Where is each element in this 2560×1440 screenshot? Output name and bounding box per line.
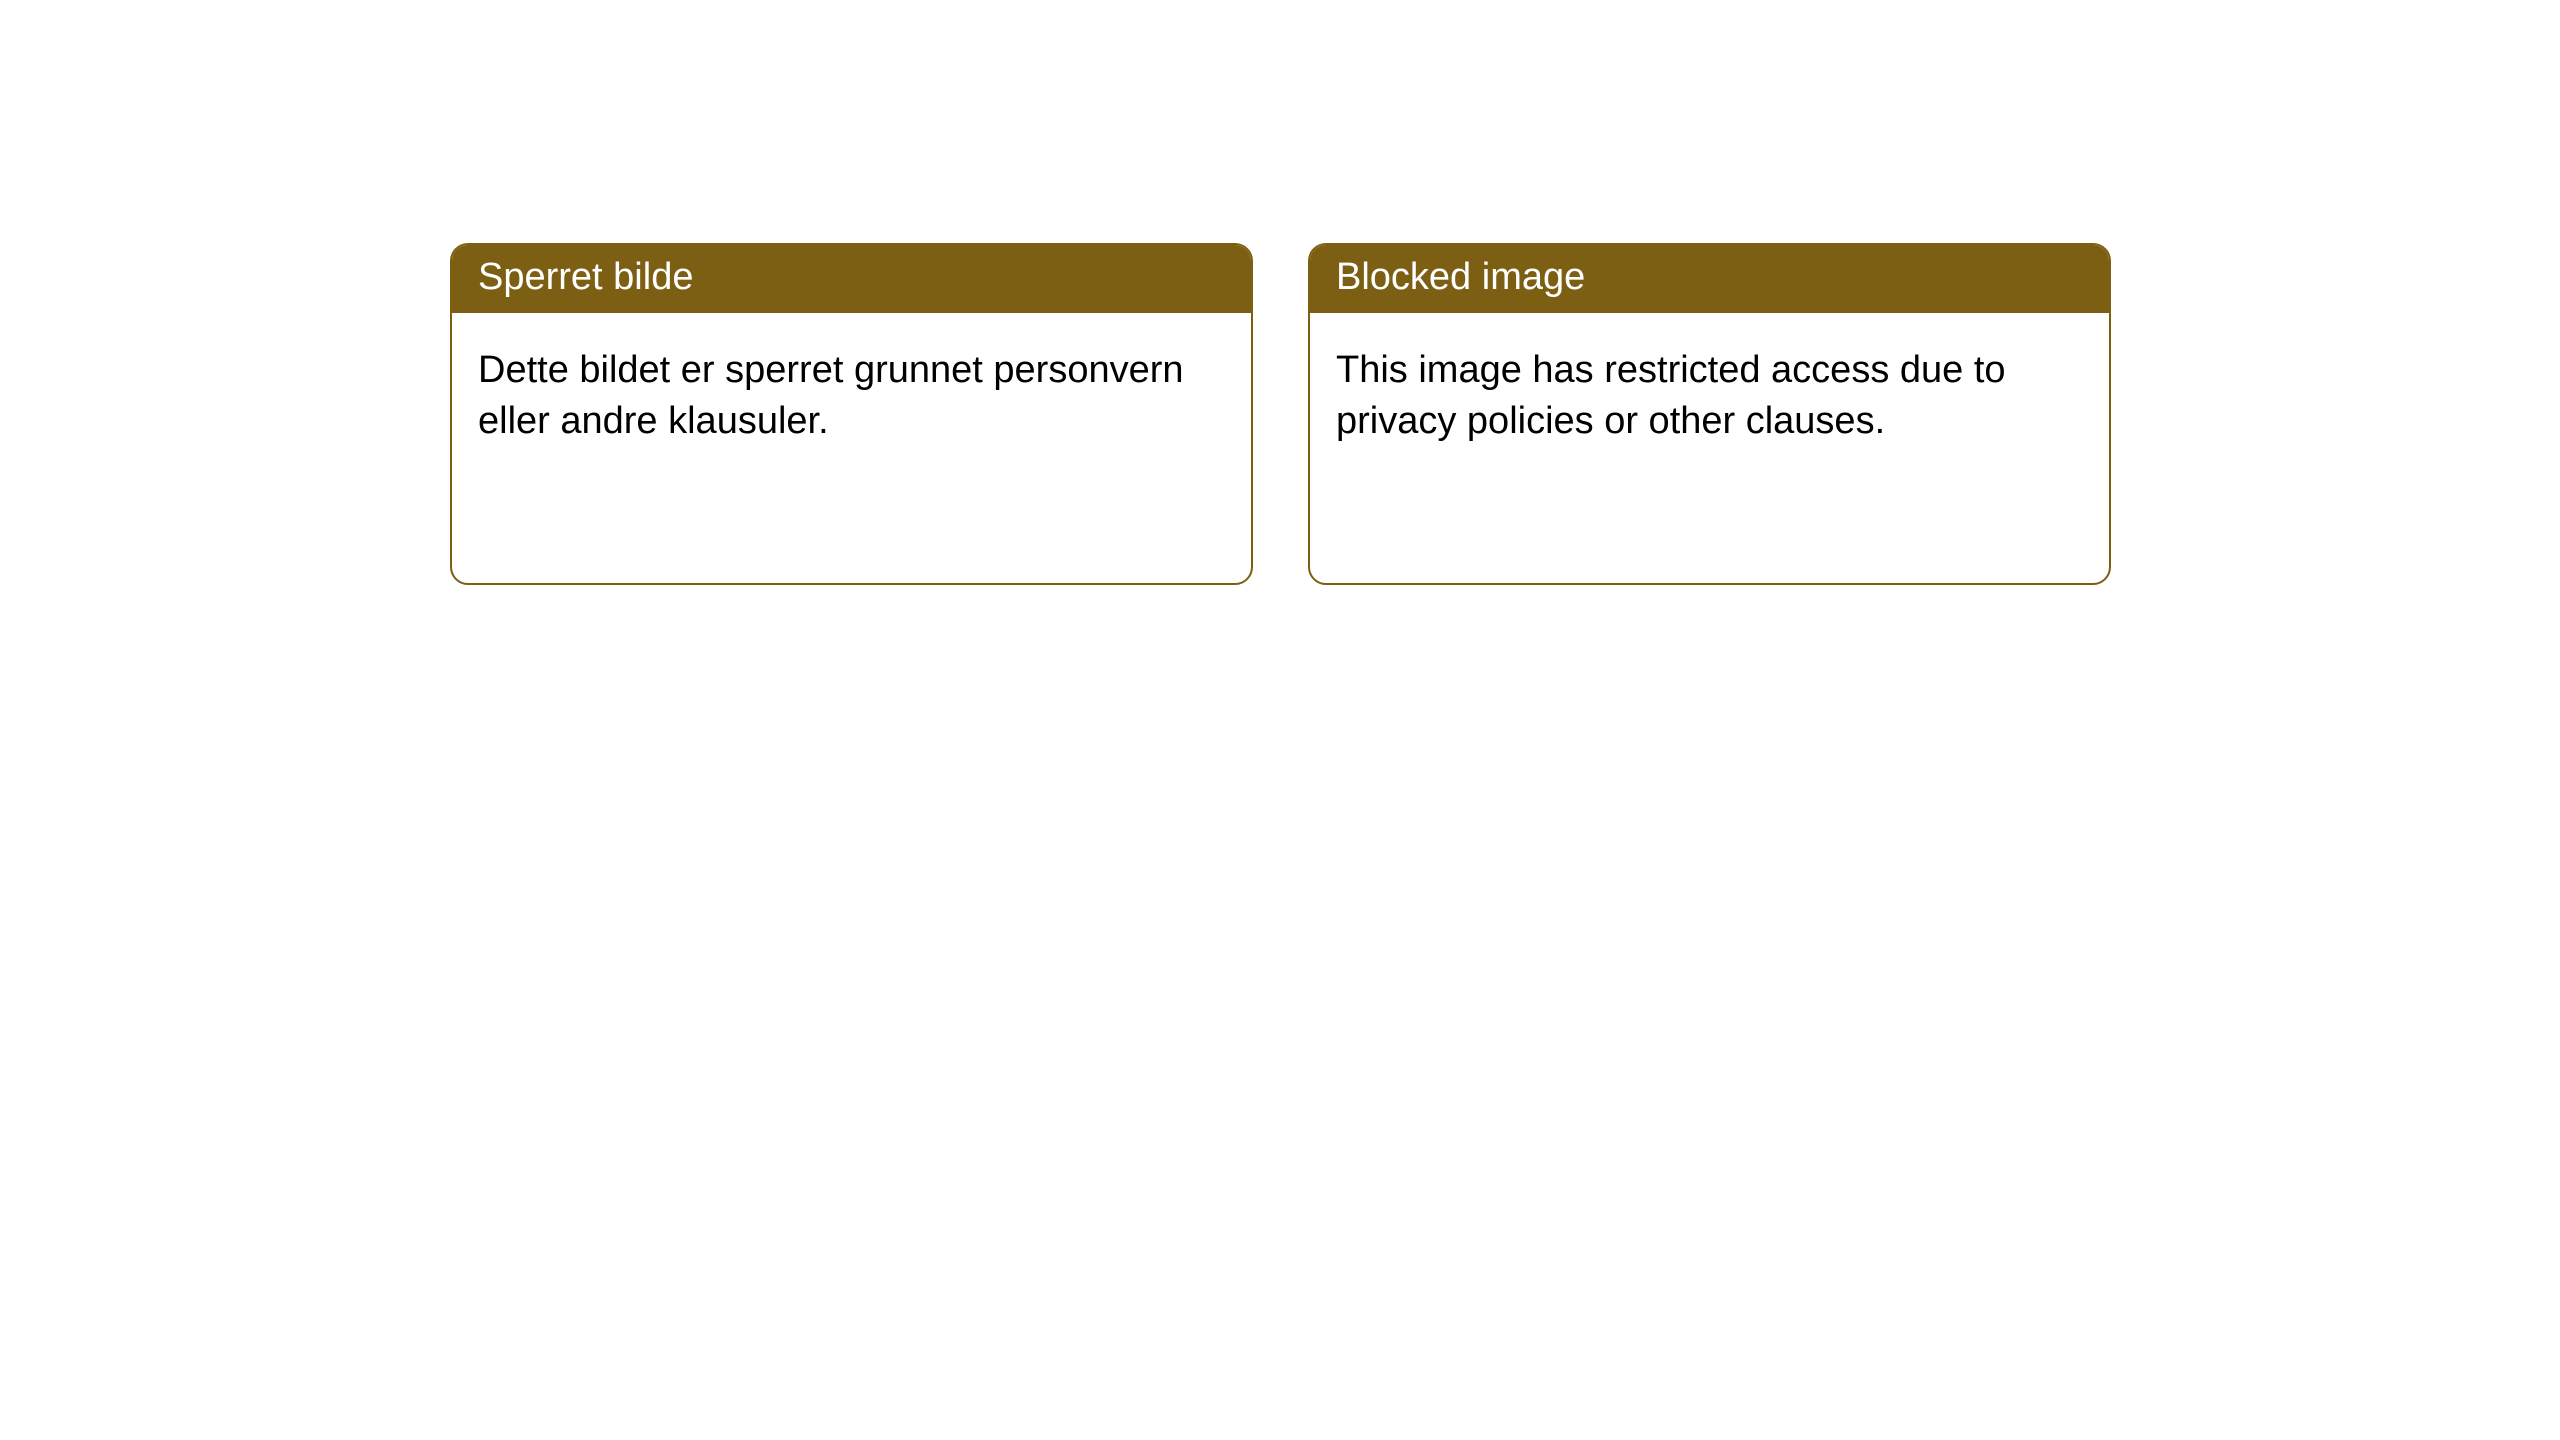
card-body: Dette bildet er sperret grunnet personve… — [452, 313, 1251, 583]
card-header: Blocked image — [1310, 245, 2109, 313]
card-header: Sperret bilde — [452, 245, 1251, 313]
notice-cards-container: Sperret bilde Dette bildet er sperret gr… — [0, 0, 2560, 585]
card-body: This image has restricted access due to … — [1310, 313, 2109, 583]
notice-card-norwegian: Sperret bilde Dette bildet er sperret gr… — [450, 243, 1253, 585]
card-header-text: Blocked image — [1336, 256, 1585, 298]
card-body-text: Dette bildet er sperret grunnet personve… — [478, 345, 1225, 448]
notice-card-english: Blocked image This image has restricted … — [1308, 243, 2111, 585]
card-header-text: Sperret bilde — [478, 256, 693, 298]
card-body-text: This image has restricted access due to … — [1336, 345, 2083, 448]
